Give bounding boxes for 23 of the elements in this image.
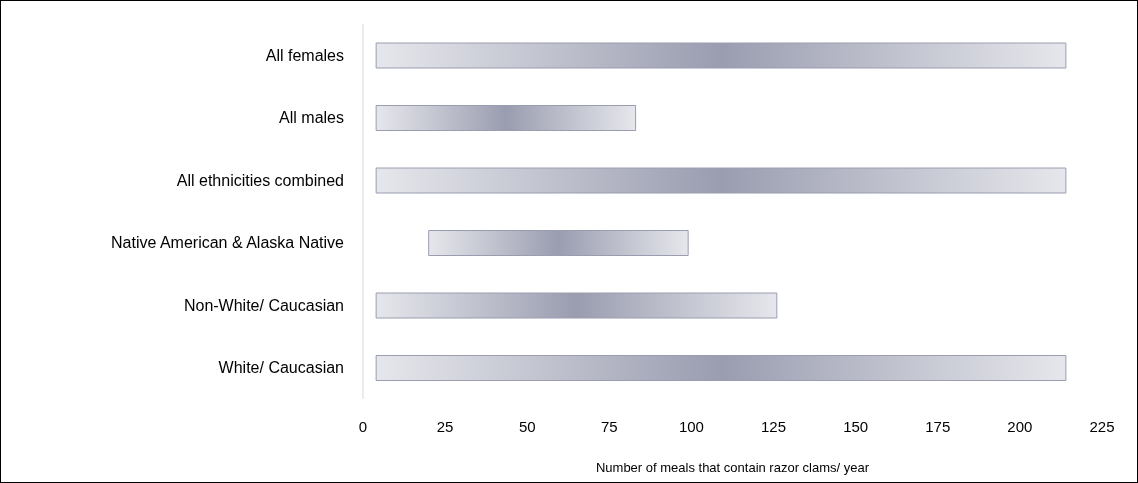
y-tick-label: Non-White/ Caucasian [183, 296, 344, 314]
y-tick-label: All females [265, 46, 344, 64]
x-tick-label: 200 [1007, 417, 1033, 435]
bar [375, 355, 1067, 381]
bar [375, 105, 637, 131]
x-tick-label: 0 [358, 417, 368, 435]
y-tick-label: Native American & Alaska Native [111, 234, 345, 252]
x-tick-label: 225 [1089, 417, 1115, 435]
x-tick-label: 75 [600, 417, 618, 435]
x-tick-label: 150 [843, 417, 869, 435]
bar [375, 167, 1067, 194]
x-tick-label: 50 [518, 417, 536, 435]
x-tick-label: 175 [925, 417, 951, 435]
x-tick-label: 25 [436, 417, 454, 435]
x-tick-label: 100 [678, 417, 704, 435]
x-tick-label: 125 [761, 417, 787, 435]
bar [375, 42, 1067, 69]
y-tick-label: White/ Caucasian [218, 359, 344, 377]
x-axis-title: Number of meals that contain razor clams/ year [595, 460, 870, 475]
y-tick-label: All males [279, 109, 344, 127]
y-tick-label: All ethnicities combined [176, 171, 344, 189]
bar [375, 292, 778, 319]
bar [428, 230, 689, 256]
